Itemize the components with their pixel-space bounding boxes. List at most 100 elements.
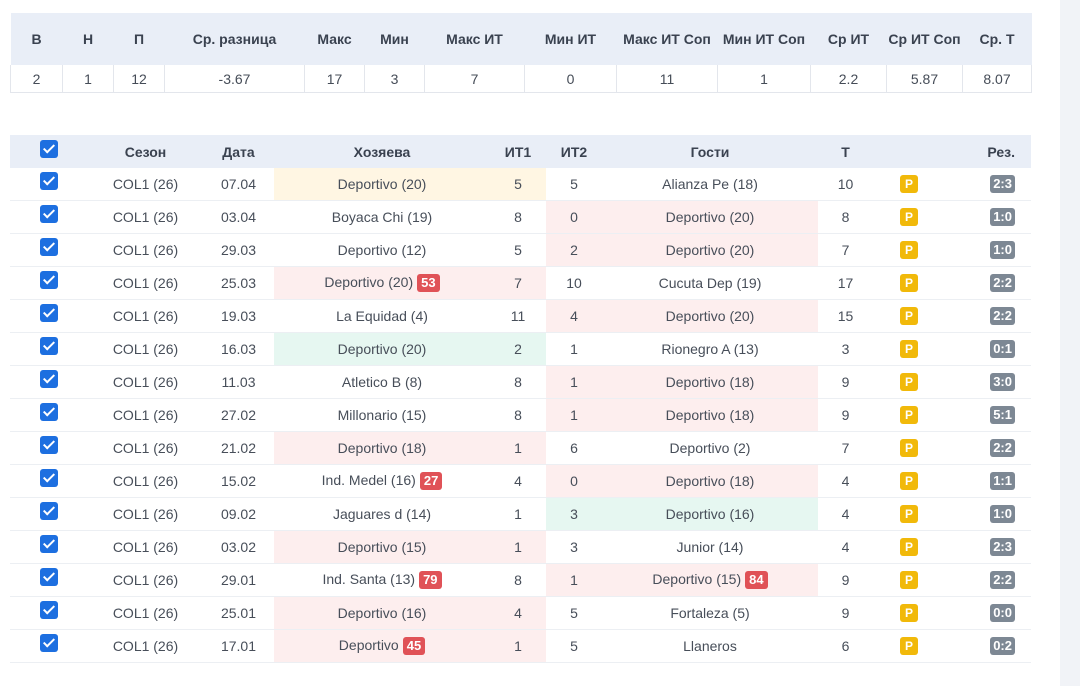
p-badge[interactable]: P [900, 637, 918, 655]
row-checkbox-cell[interactable] [10, 398, 88, 432]
col-home[interactable]: Хозяева [274, 135, 490, 168]
row-checkbox[interactable] [40, 634, 58, 653]
table-row[interactable]: COL1 (26) 16.03 Deportivo (20) 2 1 Rionegro A… [10, 332, 1031, 366]
away-team-cell: Deportivo (20) [602, 233, 818, 267]
row-checkbox[interactable] [40, 403, 58, 422]
result-badge[interactable]: 2:2 [990, 274, 1015, 292]
result-badge[interactable]: 0:1 [990, 340, 1015, 358]
summary-value-11: 5.87 [886, 65, 963, 93]
row-checkbox[interactable] [40, 469, 58, 488]
table-row[interactable]: COL1 (26) 03.04 Boyaca Chi (19) 8 0 Deportivo… [10, 200, 1031, 234]
table-row[interactable]: COL1 (26) 09.02 Jaguares d (14) 1 3 Deportivo… [10, 497, 1031, 531]
row-checkbox-cell[interactable] [10, 596, 88, 630]
p-badge[interactable]: P [900, 208, 918, 226]
it1-cell: 4 [490, 464, 546, 498]
row-checkbox[interactable] [40, 205, 58, 224]
row-checkbox[interactable] [40, 271, 58, 290]
away-team-name: Deportivo (18) [665, 473, 755, 489]
row-checkbox[interactable] [40, 337, 58, 356]
table-row[interactable]: COL1 (26) 19.03 La Equidad (4) 11 4 Deportivo… [10, 299, 1031, 333]
row-checkbox-cell[interactable] [10, 629, 88, 663]
p-badge[interactable]: P [900, 340, 918, 358]
result-badge[interactable]: 1:0 [990, 208, 1015, 226]
p-badge[interactable]: P [900, 241, 918, 259]
row-checkbox-cell[interactable] [10, 233, 88, 267]
row-checkbox[interactable] [40, 304, 58, 323]
row-checkbox[interactable] [40, 436, 58, 455]
table-row[interactable]: COL1 (26) 15.02 Ind. Medel (16) 27 4 0 Deporti… [10, 464, 1031, 498]
result-badge[interactable]: 2:3 [990, 175, 1015, 193]
row-checkbox-cell[interactable] [10, 168, 88, 201]
col-it1[interactable]: ИТ1 [490, 135, 546, 168]
home-team-name: Boyaca Chi (19) [331, 209, 433, 225]
p-badge[interactable]: P [900, 274, 918, 292]
row-checkbox-cell[interactable] [10, 266, 88, 300]
table-row[interactable]: COL1 (26) 25.01 Deportivo (16) 4 5 Fortaleza … [10, 596, 1031, 630]
table-row[interactable]: COL1 (26) 29.03 Deportivo (12) 5 2 Deportivo … [10, 233, 1031, 267]
col-away[interactable]: Гости [602, 135, 818, 168]
table-row[interactable]: COL1 (26) 27.02 Millonario (15) 8 1 Deportivo… [10, 398, 1031, 432]
row-checkbox-cell[interactable] [10, 563, 88, 597]
result-badge[interactable]: 5:1 [990, 406, 1015, 424]
p-badge[interactable]: P [900, 571, 918, 589]
away-rank-badge: 84 [745, 571, 768, 589]
row-checkbox[interactable] [40, 502, 58, 521]
p-badge[interactable]: P [900, 439, 918, 457]
row-checkbox[interactable] [40, 370, 58, 389]
p-badge[interactable]: P [900, 307, 918, 325]
select-all-checkbox[interactable] [40, 139, 58, 158]
p-badge[interactable]: P [900, 604, 918, 622]
p-badge[interactable]: P [900, 373, 918, 391]
result-badge[interactable]: 3:0 [990, 373, 1015, 391]
table-row[interactable]: COL1 (26) 17.01 Deportivo 45 1 5 Llaneros 6 P 0:2 [10, 629, 1031, 663]
result-badge[interactable]: 1:0 [990, 241, 1015, 259]
row-checkbox[interactable] [40, 568, 58, 587]
p-badge[interactable]: P [900, 472, 918, 490]
row-checkbox[interactable] [40, 601, 58, 620]
p-badge[interactable]: P [900, 175, 918, 193]
result-cell: 5:1 [945, 398, 1031, 432]
table-row[interactable]: COL1 (26) 25.03 Deportivo (20) 53 7 10 Cucuta … [10, 266, 1031, 300]
result-badge[interactable]: 0:0 [990, 604, 1015, 622]
it1-cell: 8 [490, 563, 546, 597]
row-checkbox-cell[interactable] [10, 299, 88, 333]
table-row[interactable]: COL1 (26) 29.01 Ind. Santa (13) 79 8 1 Deporti… [10, 563, 1031, 597]
season-cell: COL1 (26) [88, 431, 203, 465]
row-checkbox[interactable] [40, 238, 58, 257]
result-badge[interactable]: 2:2 [990, 571, 1015, 589]
home-team-cell: Deportivo (15) [274, 530, 490, 564]
result-badge[interactable]: 2:2 [990, 307, 1015, 325]
row-checkbox-cell[interactable] [10, 332, 88, 366]
table-row[interactable]: COL1 (26) 07.04 Deportivo (20) 5 5 Alianza Pe… [10, 168, 1031, 201]
it1-cell: 1 [490, 629, 546, 663]
select-all-checkbox-cell[interactable] [10, 135, 88, 168]
result-badge[interactable]: 1:1 [990, 472, 1015, 490]
p-badge[interactable]: P [900, 406, 918, 424]
row-checkbox[interactable] [40, 172, 58, 191]
table-row[interactable]: COL1 (26) 03.02 Deportivo (15) 1 3 Junior (14… [10, 530, 1031, 564]
table-row[interactable]: COL1 (26) 21.02 Deportivo (18) 1 6 Deportivo … [10, 431, 1031, 465]
p-cell: P [873, 233, 945, 267]
table-row[interactable]: COL1 (26) 11.03 Atletico B (8) 8 1 Deportivo … [10, 365, 1031, 399]
result-badge[interactable]: 2:2 [990, 439, 1015, 457]
col-total[interactable]: Т [818, 135, 873, 168]
row-checkbox-cell[interactable] [10, 464, 88, 498]
row-checkbox-cell[interactable] [10, 365, 88, 399]
result-badge[interactable]: 0:2 [990, 637, 1015, 655]
row-checkbox-cell[interactable] [10, 530, 88, 564]
away-team-name: Deportivo (15) [652, 571, 742, 587]
col-season[interactable]: Сезон [88, 135, 203, 168]
col-date[interactable]: Дата [203, 135, 274, 168]
result-badge[interactable]: 1:0 [990, 505, 1015, 523]
row-checkbox-cell[interactable] [10, 200, 88, 234]
it1-cell: 5 [490, 168, 546, 201]
p-badge[interactable]: P [900, 538, 918, 556]
row-checkbox[interactable] [40, 535, 58, 554]
row-checkbox-cell[interactable] [10, 497, 88, 531]
col-result[interactable]: Рез. [945, 135, 1031, 168]
col-it2[interactable]: ИТ2 [546, 135, 602, 168]
result-badge[interactable]: 2:3 [990, 538, 1015, 556]
summary-header-11: Ср ИТ Соп [886, 13, 963, 65]
row-checkbox-cell[interactable] [10, 431, 88, 465]
p-badge[interactable]: P [900, 505, 918, 523]
